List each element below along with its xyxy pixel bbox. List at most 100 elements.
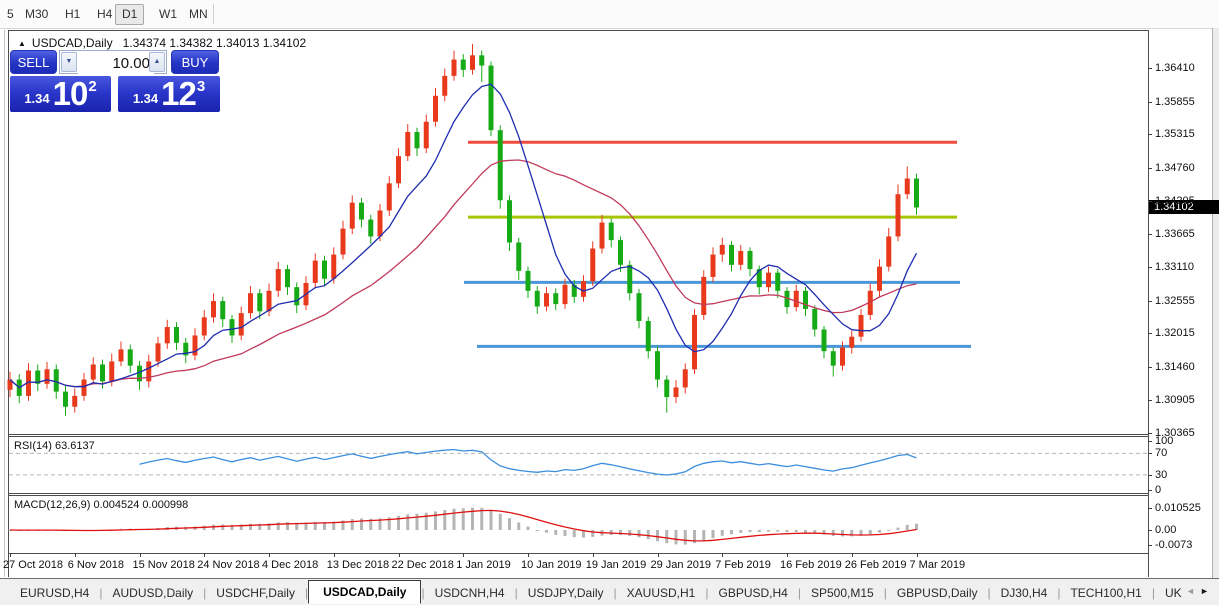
tab-separator: |	[797, 585, 801, 600]
chart-tab-audusd-daily[interactable]: AUDUSD,Daily	[112, 585, 194, 600]
date-axis-label: 26 Feb 2019	[844, 559, 907, 571]
candle-body	[359, 202, 364, 220]
candle-body	[53, 369, 59, 392]
macd-bar	[868, 530, 872, 535]
chart-tab-xauusd-h1[interactable]: XAUUSD,H1	[626, 585, 696, 600]
macd-bar	[776, 530, 780, 532]
tab-scroll-right-icon[interactable]: ►	[1200, 586, 1209, 596]
tab-separator: |	[1057, 585, 1061, 600]
chart-tab-ukoil-[interactable]: UKOil,	[1164, 585, 1182, 600]
macd-bar	[693, 530, 696, 544]
macd-bar	[572, 530, 576, 538]
candle-body	[294, 287, 300, 306]
chart-tab-gbpusd-h4[interactable]: GBPUSD,H4	[718, 585, 788, 600]
macd-axis-label: 0.00	[1155, 524, 1177, 536]
candle-body	[81, 379, 87, 396]
candle-body	[747, 250, 753, 270]
macd-bar	[332, 521, 336, 530]
chart-tab-usdcad-daily[interactable]: USDCAD,Daily	[308, 579, 422, 604]
macd-bar	[461, 508, 465, 530]
macd-bar	[850, 530, 854, 537]
timeframe-button-5[interactable]: 5	[7, 7, 14, 21]
candle-body	[238, 313, 244, 336]
candle-body	[405, 132, 411, 157]
buy-quote-box[interactable]: 1.34 12 3	[118, 75, 220, 112]
candle-body	[553, 293, 559, 305]
tab-scroll-left-icon[interactable]: ◄	[1186, 586, 1195, 596]
macd-bar	[887, 530, 891, 531]
timeframe-button-m30[interactable]: M30	[25, 7, 49, 21]
candle-body	[109, 361, 115, 382]
macd-bar	[545, 530, 548, 533]
chart-tab-dj30-h4[interactable]: DJ30,H4	[1000, 585, 1048, 600]
macd-bar	[276, 522, 280, 530]
date-axis-label: 4 Dec 2018	[262, 559, 319, 571]
chart-symbol-label: USDCAD,Daily	[31, 36, 113, 50]
candle-body	[35, 370, 41, 384]
candle-body	[525, 270, 531, 291]
candle-body	[146, 361, 152, 382]
volume-decrease-button[interactable]: ▼	[61, 52, 77, 72]
macd-bar	[452, 508, 456, 530]
date-axis-tick	[916, 553, 918, 557]
macd-signal-line	[9, 509, 917, 542]
rsi-axis-label: 70	[1155, 447, 1168, 460]
candle-body	[396, 156, 401, 184]
macd-bar	[711, 530, 715, 539]
chart-tab-gbpusd-daily[interactable]: GBPUSD,Daily	[896, 585, 978, 600]
timeframe-button-w1[interactable]: W1	[159, 7, 177, 21]
subwindow-triangle-icon[interactable]: ▲	[18, 39, 26, 48]
candle-body	[645, 320, 651, 352]
candle-body	[433, 95, 438, 122]
candle-body	[192, 335, 198, 356]
macd-bar	[397, 515, 400, 530]
candle-body	[636, 293, 642, 321]
candle-body	[914, 178, 919, 208]
tab-separator: |	[514, 585, 518, 600]
candle-body	[248, 293, 253, 314]
chart-tab-usdjpy-daily[interactable]: USDJPY,Daily	[527, 585, 604, 600]
candle-body	[460, 59, 466, 70]
macd-bar	[730, 530, 733, 535]
candle-body	[840, 347, 845, 366]
chart-tab-eurusd-h4[interactable]: EURUSD,H4	[20, 585, 90, 600]
right-scroll-strip[interactable]	[1212, 28, 1219, 578]
price-axis-label: 1.32555	[1155, 294, 1195, 307]
chart-tab-usdcnh-h4[interactable]: USDCNH,H4	[434, 585, 505, 600]
volume-increase-button[interactable]: ▲	[149, 52, 165, 72]
candle-body	[886, 236, 892, 267]
candle-body	[72, 395, 78, 407]
timeframe-button-h4[interactable]: H4	[97, 7, 113, 21]
sell-button[interactable]: SELL	[10, 50, 57, 74]
chart-tab-usdchf-daily[interactable]: USDCHF,Daily	[216, 585, 295, 600]
main-pane-bottom-border	[8, 434, 1149, 435]
candle-body	[229, 319, 235, 336]
macd-bar	[443, 510, 447, 530]
sell-quote-box[interactable]: 1.34 10 2	[10, 75, 111, 112]
chart-tab-tech100-h1[interactable]: TECH100,H1	[1070, 585, 1142, 600]
timeframe-button-d1[interactable]: D1	[115, 4, 145, 25]
tab-separator: |	[883, 585, 887, 600]
timeframe-button-mn[interactable]: MN	[189, 7, 208, 21]
volume-input[interactable]	[78, 51, 154, 75]
axis-tick	[1148, 233, 1152, 235]
candle-body	[164, 327, 170, 344]
rsi-axis-label: 100	[1155, 435, 1174, 447]
candle-body	[858, 314, 864, 337]
candle-body	[451, 59, 457, 76]
axis-tick	[1148, 201, 1152, 203]
timeframe-button-h1[interactable]: H1	[65, 7, 81, 21]
date-axis-label: 19 Jan 2019	[585, 559, 647, 571]
macd-bar	[295, 522, 299, 530]
candle-body	[220, 301, 226, 320]
macd-bar	[434, 511, 437, 530]
candle-body	[266, 290, 272, 312]
candle-body	[544, 293, 549, 307]
current-price-box: 1.34102	[1149, 200, 1219, 215]
chart-tab-sp500-m15[interactable]: SP500,M15	[810, 585, 874, 600]
buy-button[interactable]: BUY	[171, 50, 219, 74]
date-axis-tick	[269, 553, 270, 557]
candle-body	[608, 222, 614, 241]
macd-bar	[739, 530, 743, 533]
